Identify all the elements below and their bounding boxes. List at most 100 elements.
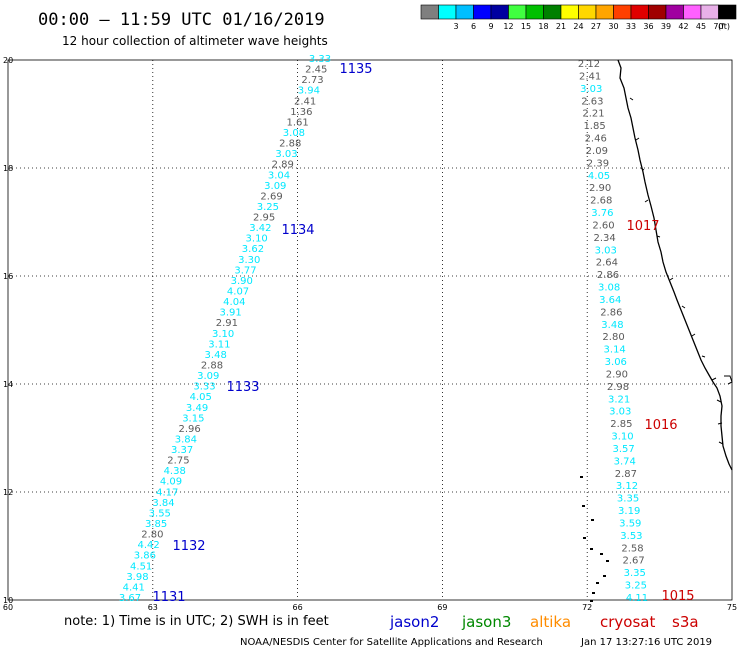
wave-height-value: 2.75	[167, 456, 189, 467]
wave-height-value: 2.95	[253, 213, 275, 224]
wave-height-value: 3.55	[149, 508, 171, 519]
wave-height-value: 3.12	[616, 481, 638, 492]
legend-swatch	[525, 4, 544, 20]
legend-swatch	[700, 4, 719, 20]
wave-height-value: 3.04	[268, 170, 290, 181]
wave-height-value: 4.17	[156, 487, 178, 498]
pass-number-label: 1131	[152, 590, 185, 605]
island-shape	[590, 548, 593, 550]
legend-tick-label: 15	[521, 22, 531, 31]
longitude-tick-label: 60	[3, 603, 13, 612]
wave-height-value: 2.09	[586, 146, 608, 157]
longitude-tick-label: 66	[293, 603, 303, 612]
island-shape	[596, 582, 599, 584]
wave-height-value: 2.86	[600, 307, 622, 318]
legend-tick-label: 27	[591, 22, 601, 31]
altimeter-tracks: 3.332.452.733.942.411.361.613.082.883.03…	[119, 54, 648, 604]
wave-height-value: 3.06	[605, 357, 627, 368]
wave-height-value: 3.59	[619, 518, 641, 529]
wave-height-value: 4.05	[588, 171, 610, 182]
longitude-tick-label: 75	[727, 603, 737, 612]
wave-height-value: 3.11	[208, 339, 230, 350]
wave-height-value: 3.10	[611, 432, 633, 443]
wave-height-value: 4.38	[164, 466, 186, 477]
wave-height-value: 2.90	[589, 183, 611, 194]
wave-height-value: 3.84	[175, 434, 197, 445]
wave-height-value: 2.67	[623, 556, 645, 567]
pass-number-label: 1016	[644, 418, 677, 433]
legend-unit: (ft)	[718, 22, 730, 31]
wave-height-value: 3.76	[591, 208, 613, 219]
wave-height-value: 3.33	[309, 54, 331, 65]
satellite-legend: jason2 jason3 altika cryosat s3a	[389, 613, 699, 631]
coastline-detail	[629, 97, 733, 445]
legend-tick-label: 12	[503, 22, 513, 31]
wave-height-value: 3.21	[608, 394, 630, 405]
legend-swatch	[613, 4, 632, 20]
pass-number-label: 1135	[339, 62, 372, 77]
pass-number-label: 1134	[281, 223, 314, 238]
wave-height-value: 3.08	[598, 283, 620, 294]
wave-height-value: 3.86	[134, 551, 156, 562]
wave-height-value: 4.05	[190, 392, 212, 403]
wave-height-value: 2.85	[610, 419, 632, 430]
wave-height-value: 4.51	[130, 561, 152, 572]
wave-height-value: 2.60	[592, 220, 614, 231]
wave-height-value: 2.80	[141, 530, 163, 541]
legend-tick-label: 70	[713, 22, 723, 31]
legend-tick-label: 39	[661, 22, 671, 31]
map-title: 00:00 – 11:59 UTC 01/16/2019	[38, 10, 325, 30]
island-shape	[603, 575, 606, 577]
wave-height-value: 2.46	[585, 134, 607, 145]
legend-swatch	[508, 4, 527, 20]
credit-text: NOAA/NESDIS Center for Satellite Applica…	[240, 637, 543, 648]
island-shape	[591, 519, 594, 521]
wave-height-value: 2.88	[279, 139, 301, 150]
wave-height-value: 3.03	[595, 245, 617, 256]
legend-swatch	[490, 4, 509, 20]
legend-swatch	[665, 4, 684, 20]
longitude-tick-label: 72	[582, 603, 592, 612]
wave-height-value: 4.07	[227, 287, 249, 298]
legend-swatch	[438, 4, 457, 20]
island-shape	[592, 592, 595, 594]
satellite-name: altika	[530, 613, 571, 631]
longitude-tick-label: 63	[148, 603, 158, 612]
pass-labels: 1135 1134 1133 1132 1131 1017 1016 1015	[152, 62, 694, 605]
island-shape	[580, 476, 583, 478]
wave-height-value: 4.41	[123, 582, 145, 593]
latitude-tick-label: 16	[3, 272, 13, 281]
wave-height-value: 3.85	[145, 519, 167, 530]
wave-height-value: 3.15	[182, 413, 204, 424]
wave-height-value: 2.64	[596, 258, 618, 269]
legend-tick-label: 9	[488, 22, 493, 31]
legend-tick-label: 33	[626, 22, 636, 31]
wave-height-value: 2.87	[615, 469, 637, 480]
pass-number-label: 1017	[626, 219, 659, 234]
satellite-name: cryosat	[600, 613, 655, 631]
latitude-tick-label: 10	[3, 596, 13, 605]
wave-height-value: 2.68	[590, 196, 612, 207]
wave-height-value: 2.69	[260, 191, 282, 202]
wave-height-value: 2.12	[578, 59, 600, 70]
island-shape	[583, 537, 586, 539]
wave-height-value: 3.19	[618, 506, 640, 517]
wave-height-value: 2.89	[272, 160, 294, 171]
timestamp-text: Jan 17 13:27:16 UTC 2019	[580, 637, 712, 648]
wave-height-value: 1.36	[290, 107, 312, 118]
legend-swatch	[543, 4, 562, 20]
legend-tick-label: 21	[556, 22, 566, 31]
wave-height-value: 3.35	[617, 494, 639, 505]
island-shape	[600, 553, 603, 555]
wave-height-value: 1.85	[583, 121, 605, 132]
islands	[580, 476, 609, 602]
pass-number-label: 1132	[172, 539, 205, 554]
satellite-name: jason2	[389, 613, 439, 631]
wave-height-value: 1.61	[287, 117, 309, 128]
wave-height-value: 3.08	[283, 128, 305, 139]
wave-height-value: 3.77	[234, 265, 256, 276]
legend-tick-label: 42	[678, 22, 688, 31]
wave-height-value: 2.96	[178, 424, 200, 435]
